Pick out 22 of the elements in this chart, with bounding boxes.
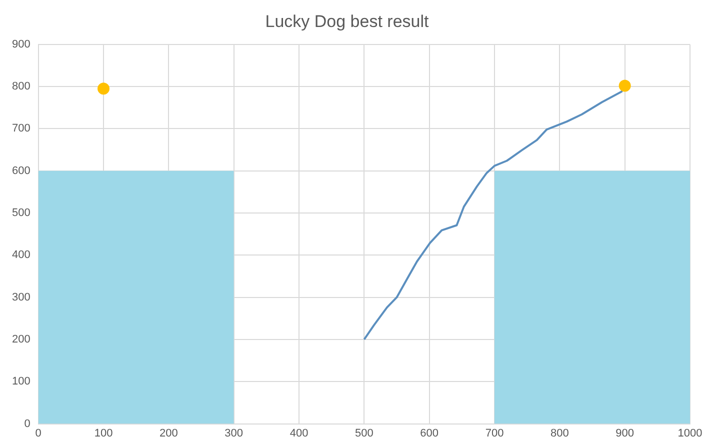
y-tick-label: 600	[12, 164, 30, 177]
x-tick-label: 600	[420, 427, 439, 440]
x-tick-label: 0	[35, 427, 42, 440]
y-tick-label: 500	[12, 207, 30, 220]
y-tick-label: 0	[24, 418, 30, 430]
y-tick-label: 800	[12, 80, 30, 93]
x-tick-label: 100	[94, 427, 113, 440]
y-tick-label: 900	[12, 38, 30, 50]
x-tick-label: 900	[616, 427, 634, 440]
y-tick-label: 100	[12, 376, 30, 388]
y-tick-label: 700	[12, 122, 30, 135]
x-tick-label: 200	[160, 427, 178, 440]
y-tick-label: 400	[12, 249, 30, 262]
x-tick-label: 700	[485, 427, 504, 440]
x-tick-label: 400	[290, 427, 308, 440]
y-tick-label: 200	[12, 334, 30, 346]
x-tick-label: 800	[550, 427, 569, 440]
y-tick-label: 300	[12, 291, 30, 304]
chart-title: Lucky Dog best result	[265, 12, 430, 31]
x-tick-label: 1000	[678, 427, 702, 440]
x-tick-label: 300	[224, 427, 244, 440]
x-tick-label: 500	[354, 427, 374, 440]
